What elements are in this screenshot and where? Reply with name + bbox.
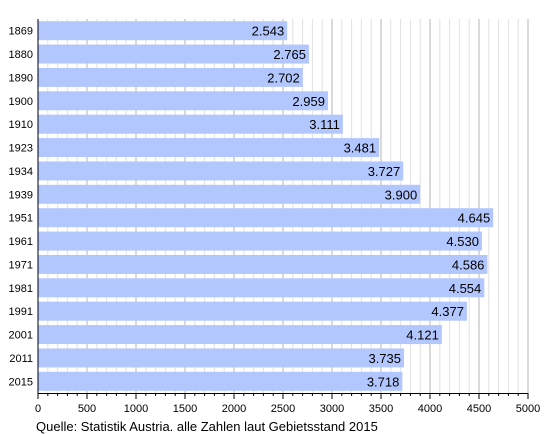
category-label: 1961 [9, 236, 33, 248]
bar [38, 67, 303, 87]
bar [38, 278, 485, 298]
bar-value-label: 3.481 [344, 141, 377, 156]
x-tick-label: 0 [35, 403, 41, 415]
bar [38, 371, 403, 391]
x-tick-label: 1500 [173, 403, 197, 415]
bar-value-label: 4.554 [449, 281, 482, 296]
category-label: 2001 [9, 330, 33, 342]
x-tick-label: 2500 [271, 403, 295, 415]
category-label: 1939 [9, 189, 33, 201]
x-tick-label: 2000 [222, 403, 246, 415]
bar [38, 208, 494, 228]
category-label: 1869 [9, 26, 33, 38]
category-label: 1923 [9, 143, 33, 155]
bar-value-label: 3.111 [309, 117, 340, 132]
category-label: 1981 [9, 283, 33, 295]
x-tick-label: 1000 [124, 403, 148, 415]
bar-value-label: 4.377 [431, 304, 464, 319]
category-label: 1880 [9, 49, 33, 61]
bar [38, 348, 405, 368]
x-tick-label: 500 [78, 403, 96, 415]
bar [38, 138, 380, 158]
x-tick-label: 3000 [320, 403, 344, 415]
bar [38, 254, 488, 274]
category-label: 1934 [9, 166, 33, 178]
category-label: 1900 [9, 96, 33, 108]
category-label: 1951 [9, 213, 33, 225]
bar-value-label: 2.959 [292, 94, 325, 109]
bar-value-label: 3.718 [367, 374, 400, 389]
bar-value-label: 3.727 [368, 164, 401, 179]
x-tick-label: 3500 [369, 403, 393, 415]
x-tick-label: 4000 [418, 403, 442, 415]
bar-value-label: 4.121 [406, 328, 439, 343]
bar-value-label: 4.645 [458, 211, 491, 226]
bar [38, 325, 442, 345]
category-label: 1991 [9, 306, 33, 318]
category-label: 1971 [9, 259, 33, 271]
bar-value-label: 3.900 [385, 187, 418, 202]
bar-value-label: 2.543 [252, 24, 285, 39]
bar [38, 231, 482, 251]
bar [38, 301, 467, 321]
category-label: 2011 [9, 353, 33, 365]
bar [38, 44, 309, 64]
category-label: 2015 [9, 376, 33, 388]
bar-value-label: 2.702 [267, 70, 300, 85]
bar [38, 161, 404, 181]
x-tick-label: 5000 [516, 403, 540, 415]
bar [38, 21, 288, 41]
source-note: Quelle: Statistik Austria. alle Zahlen l… [36, 419, 378, 434]
bar-value-label: 4.586 [452, 257, 485, 272]
bar [38, 184, 421, 204]
bar-value-label: 2.765 [273, 47, 306, 62]
category-label: 1890 [9, 72, 33, 84]
bar [38, 114, 343, 134]
bar [38, 91, 328, 111]
x-tick-label: 4500 [467, 403, 491, 415]
category-label: 1910 [9, 119, 33, 131]
bar-value-label: 3.735 [368, 351, 401, 366]
bar-value-label: 4.530 [446, 234, 479, 249]
